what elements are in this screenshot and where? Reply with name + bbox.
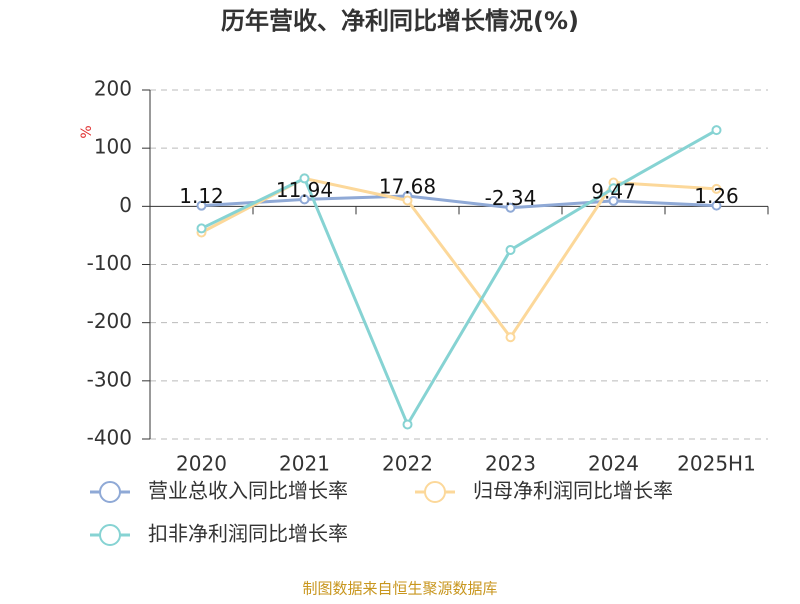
y-axis-label: % — [79, 125, 95, 138]
data-label: -2.34 — [485, 186, 537, 210]
data-point — [402, 419, 413, 430]
data-point — [505, 332, 516, 343]
data-point — [299, 173, 310, 184]
y-tick-label: 100 — [94, 135, 132, 159]
legend-marker — [99, 524, 121, 546]
legend-label: 扣非净利润同比增长率 — [148, 522, 348, 546]
source-note: 制图数据来自恒生聚源数据库 — [302, 580, 497, 598]
data-point — [299, 194, 310, 205]
series-line — [200, 128, 718, 428]
legend-label: 归母净利润同比增长率 — [473, 479, 673, 503]
data-point — [711, 200, 722, 211]
data-label: 1.26 — [694, 184, 739, 208]
data-point — [711, 125, 722, 136]
data-point — [196, 223, 207, 234]
chart-title: 历年营收、净利同比增长情况(%) — [221, 7, 579, 35]
data-point — [402, 195, 413, 206]
series-line — [201, 194, 717, 210]
data-label: 11.94 — [276, 178, 333, 202]
data-point — [608, 183, 619, 194]
data-label: 9.47 — [591, 179, 636, 203]
y-tick-label: 200 — [94, 77, 132, 101]
legend-label: 营业总收入同比增长率 — [148, 479, 348, 503]
x-tick-label: 2020 — [176, 452, 227, 476]
data-point — [505, 244, 516, 255]
data-point — [711, 183, 722, 194]
legend-marker — [99, 481, 121, 503]
y-tick-label: -300 — [87, 367, 132, 391]
data-point — [505, 202, 516, 213]
x-tick-label: 2024 — [588, 452, 639, 476]
y-tick-label: -400 — [87, 426, 132, 450]
legend-marker — [424, 481, 446, 503]
y-tick-label: -200 — [87, 309, 132, 333]
y-tick-label: 0 — [119, 193, 132, 217]
data-point — [196, 200, 207, 211]
data-label: 17.68 — [379, 175, 436, 199]
x-tick-label: 2023 — [485, 452, 536, 476]
data-point — [608, 195, 619, 206]
data-label: 1.12 — [179, 184, 224, 208]
y-tick-label: -100 — [87, 251, 132, 275]
x-tick-label: 2022 — [382, 452, 433, 476]
x-tick-label: 2021 — [279, 452, 330, 476]
x-tick-label: 2025H1 — [677, 452, 756, 476]
